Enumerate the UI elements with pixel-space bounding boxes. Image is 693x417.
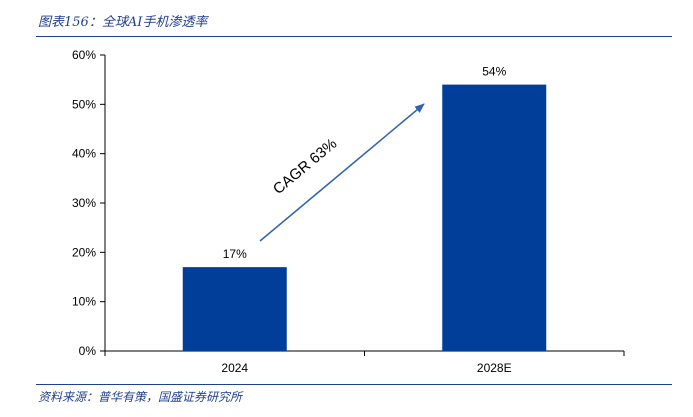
y-tick-label: 50% [72, 97, 96, 111]
y-tick-label: 40% [72, 147, 96, 161]
y-tick-label: 60% [72, 48, 96, 62]
data-label-2028E: 54% [482, 65, 506, 79]
y-tick-label: 10% [72, 295, 96, 309]
chart-labels: 17% 2024 54% 2028E [221, 65, 511, 375]
source-divider [36, 384, 672, 385]
bar-2028E [442, 84, 547, 351]
y-tick-label: 20% [72, 245, 96, 259]
x-tick-label-2024: 2024 [221, 361, 248, 375]
chart-bars [182, 84, 547, 351]
bar-2024 [182, 267, 287, 351]
figure-title: 图表156：全球AI手机渗透率 [38, 15, 208, 30]
source-note: 资料来源：普华有策，国盛证券研究所 [38, 390, 243, 404]
y-tick-label: 30% [72, 196, 96, 210]
cagr-arrow [259, 103, 425, 242]
y-tick-label: 0% [79, 344, 97, 358]
data-label-2024: 17% [223, 247, 247, 261]
title-divider [36, 36, 672, 37]
cagr-label: CAGR 63% [270, 135, 340, 198]
x-tick-label-2028E: 2028E [477, 361, 512, 375]
chart-annotation: CAGR 63% [259, 103, 425, 242]
